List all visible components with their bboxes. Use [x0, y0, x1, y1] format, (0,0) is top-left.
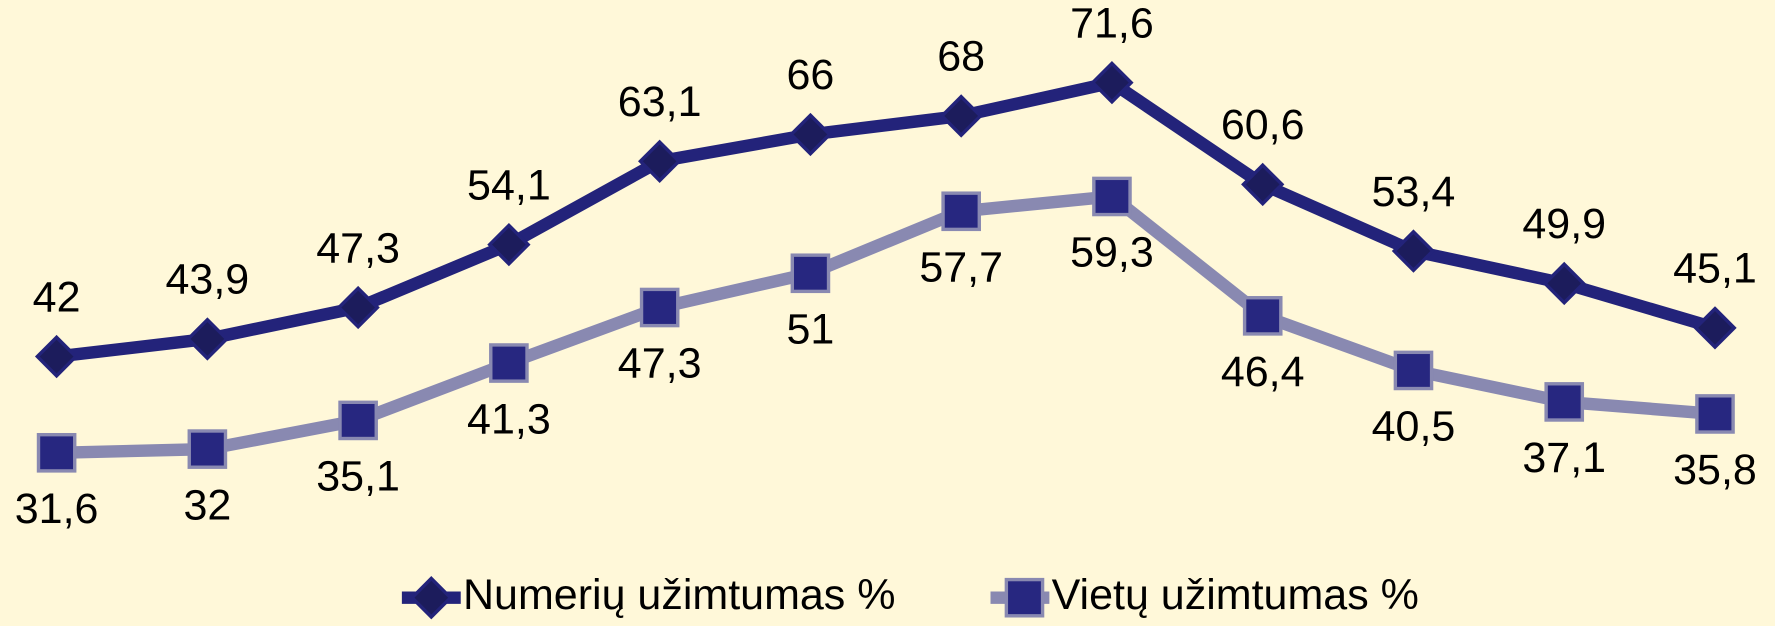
data-point	[1544, 382, 1585, 422]
data-label: 46,4	[1221, 348, 1305, 396]
data-point	[639, 287, 680, 328]
data-label: 71,6	[1070, 0, 1154, 47]
data-point	[1092, 176, 1132, 217]
data-label: 42	[33, 273, 81, 321]
series-line	[56, 190, 1716, 460]
data-point	[1695, 394, 1735, 434]
data-point	[1393, 350, 1434, 391]
legend-marker	[1004, 577, 1045, 618]
data-label: 63,1	[618, 78, 702, 126]
data-point	[790, 253, 831, 294]
data-label: 53,4	[1372, 168, 1456, 216]
data-label: 45,1	[1673, 245, 1757, 293]
data-label: 35,1	[316, 453, 400, 501]
data-label: 43,9	[166, 256, 250, 304]
data-point	[788, 112, 833, 157]
data-point	[1693, 306, 1737, 350]
data-point	[1542, 261, 1586, 306]
data-label: 51	[786, 305, 834, 353]
data-point	[34, 334, 79, 379]
data-label: 60,6	[1221, 101, 1305, 149]
data-label: 68	[937, 33, 985, 81]
data-label: 31,6	[15, 485, 99, 533]
data-point	[1391, 229, 1436, 273]
data-label: 41,3	[467, 395, 551, 443]
data-point	[1241, 162, 1285, 207]
data-point	[941, 191, 981, 232]
data-label: 49,9	[1522, 200, 1606, 248]
legend-marker	[409, 576, 453, 620]
data-label: 35,8	[1673, 446, 1757, 494]
series-line	[55, 76, 1717, 363]
data-point	[185, 317, 230, 361]
legend-label: Vietų užimtumas %	[1052, 571, 1419, 619]
data-point	[36, 432, 77, 473]
data-point	[1090, 60, 1134, 105]
data-label: 40,5	[1372, 403, 1456, 451]
data-label: 47,3	[316, 224, 400, 272]
data-point	[489, 343, 529, 383]
data-label: 54,1	[467, 161, 551, 209]
data-point	[487, 222, 531, 267]
data-point	[336, 285, 380, 330]
data-label: 57,7	[919, 243, 1003, 291]
data-label: 47,3	[618, 340, 702, 388]
data-label: 66	[786, 51, 834, 99]
data-label: 37,1	[1522, 434, 1606, 482]
data-point	[939, 94, 983, 138]
data-point	[1242, 296, 1283, 336]
data-point	[187, 429, 228, 469]
data-label: 59,3	[1070, 229, 1154, 277]
legend-label: Numerių užimtumas %	[463, 571, 896, 619]
data-point	[638, 139, 682, 183]
data-point	[338, 400, 378, 441]
data-label: 32	[183, 481, 231, 529]
